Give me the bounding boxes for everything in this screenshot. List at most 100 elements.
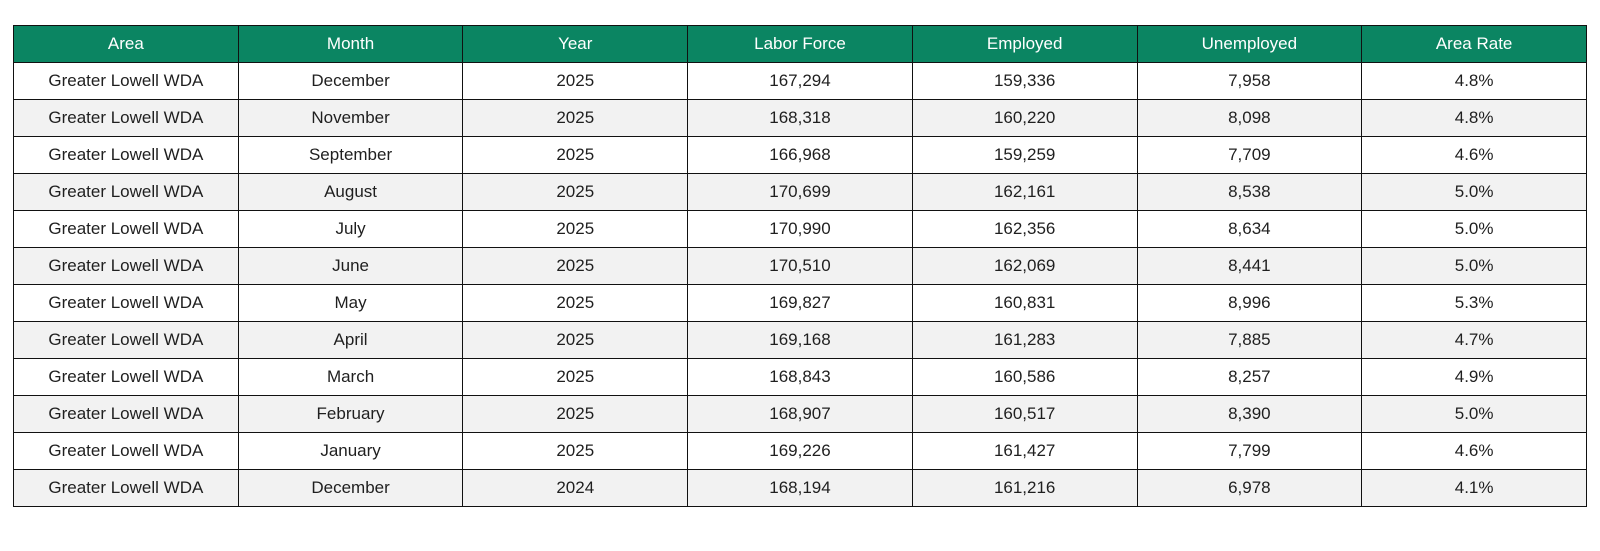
cell-labor-force: 167,294 [687,62,913,100]
cell-year: 2025 [462,395,689,433]
cell-month: September [237,136,464,174]
column-header-labor-force: Labor Force [687,25,913,63]
cell-employed: 159,336 [911,62,1138,100]
cell-area-rate: 5.0% [1361,210,1587,248]
cell-employed: 162,069 [911,247,1138,285]
cell-unemployed: 8,634 [1136,210,1363,248]
cell-month: April [237,321,464,359]
cell-month: March [237,358,464,396]
cell-month: February [237,395,464,433]
cell-area-rate: 5.0% [1361,247,1587,285]
cell-month: December [237,469,464,507]
table-row: Greater Lowell WDA September 2025 166,968 15… [13,136,1587,174]
cell-labor-force: 168,318 [687,99,913,137]
cell-area: Greater Lowell WDA [13,284,239,322]
cell-year: 2025 [462,99,689,137]
cell-labor-force: 170,510 [687,247,913,285]
cell-employed: 160,220 [911,99,1138,137]
cell-unemployed: 7,799 [1136,432,1363,470]
cell-labor-force: 170,990 [687,210,913,248]
table-row: Greater Lowell WDA April 2025 169,168 161,28… [13,321,1587,359]
cell-year: 2025 [462,358,689,396]
cell-employed: 161,427 [911,432,1138,470]
cell-month: December [237,62,464,100]
cell-employed: 159,259 [911,136,1138,174]
cell-employed: 160,517 [911,395,1138,433]
column-header-area: Area [13,25,239,63]
cell-area: Greater Lowell WDA [13,358,239,396]
cell-area: Greater Lowell WDA [13,247,239,285]
table-header: Area Month Year Labor Force Employed Une… [13,25,1587,63]
cell-labor-force: 170,699 [687,173,913,211]
cell-unemployed: 8,390 [1136,395,1363,433]
cell-unemployed: 7,958 [1136,62,1363,100]
cell-area: Greater Lowell WDA [13,469,239,507]
cell-area: Greater Lowell WDA [13,395,239,433]
cell-year: 2025 [462,136,689,174]
table-row: Greater Lowell WDA December 2024 168,194 161… [13,469,1587,507]
table-row: Greater Lowell WDA December 2025 167,294 159… [13,62,1587,100]
column-header-month: Month [237,25,464,63]
cell-area-rate: 4.6% [1361,136,1587,174]
column-header-employed: Employed [911,25,1138,63]
table-row: Greater Lowell WDA November 2025 168,318 160… [13,99,1587,137]
cell-area-rate: 5.3% [1361,284,1587,322]
cell-year: 2025 [462,173,689,211]
cell-employed: 161,216 [911,469,1138,507]
table-row: Greater Lowell WDA March 2025 168,843 160,58… [13,358,1587,396]
cell-month: January [237,432,464,470]
cell-labor-force: 168,194 [687,469,913,507]
cell-labor-force: 168,907 [687,395,913,433]
column-header-area-rate: Area Rate [1361,25,1587,63]
cell-area-rate: 4.8% [1361,99,1587,137]
table-row: Greater Lowell WDA February 2025 168,907 160… [13,395,1587,433]
cell-area-rate: 4.9% [1361,358,1587,396]
cell-area-rate: 4.8% [1361,62,1587,100]
labor-data-table-container: Area Month Year Labor Force Employed Une… [13,25,1587,507]
cell-area-rate: 4.1% [1361,469,1587,507]
cell-area-rate: 4.6% [1361,432,1587,470]
cell-month: November [237,99,464,137]
cell-unemployed: 8,257 [1136,358,1363,396]
table-row: Greater Lowell WDA January 2025 169,226 161,… [13,432,1587,470]
cell-year: 2025 [462,210,689,248]
cell-labor-force: 168,843 [687,358,913,396]
cell-employed: 162,161 [911,173,1138,211]
cell-unemployed: 7,709 [1136,136,1363,174]
cell-year: 2025 [462,284,689,322]
cell-year: 2025 [462,247,689,285]
cell-area: Greater Lowell WDA [13,136,239,174]
cell-month: June [237,247,464,285]
cell-labor-force: 166,968 [687,136,913,174]
cell-unemployed: 7,885 [1136,321,1363,359]
table-body: Greater Lowell WDA December 2025 167,294 159… [13,62,1587,507]
cell-year: 2024 [462,469,689,507]
cell-unemployed: 6,978 [1136,469,1363,507]
cell-area: Greater Lowell WDA [13,432,239,470]
cell-employed: 160,831 [911,284,1138,322]
column-header-year: Year [462,25,689,63]
cell-unemployed: 8,098 [1136,99,1363,137]
cell-labor-force: 169,827 [687,284,913,322]
cell-year: 2025 [462,321,689,359]
cell-labor-force: 169,226 [687,432,913,470]
column-header-unemployed: Unemployed [1136,25,1363,63]
cell-area: Greater Lowell WDA [13,99,239,137]
cell-area: Greater Lowell WDA [13,210,239,248]
table-row: Greater Lowell WDA August 2025 170,699 162,1… [13,173,1587,211]
cell-month: May [237,284,464,322]
cell-month: August [237,173,464,211]
cell-year: 2025 [462,62,689,100]
table-row: Greater Lowell WDA May 2025 169,827 160,831 8… [13,284,1587,322]
table-row: Greater Lowell WDA July 2025 170,990 162,356… [13,210,1587,248]
cell-employed: 161,283 [911,321,1138,359]
cell-month: July [237,210,464,248]
cell-employed: 160,586 [911,358,1138,396]
cell-year: 2025 [462,432,689,470]
cell-employed: 162,356 [911,210,1138,248]
cell-unemployed: 8,538 [1136,173,1363,211]
cell-area: Greater Lowell WDA [13,173,239,211]
cell-unemployed: 8,441 [1136,247,1363,285]
cell-area: Greater Lowell WDA [13,62,239,100]
table-row: Greater Lowell WDA June 2025 170,510 162,069… [13,247,1587,285]
